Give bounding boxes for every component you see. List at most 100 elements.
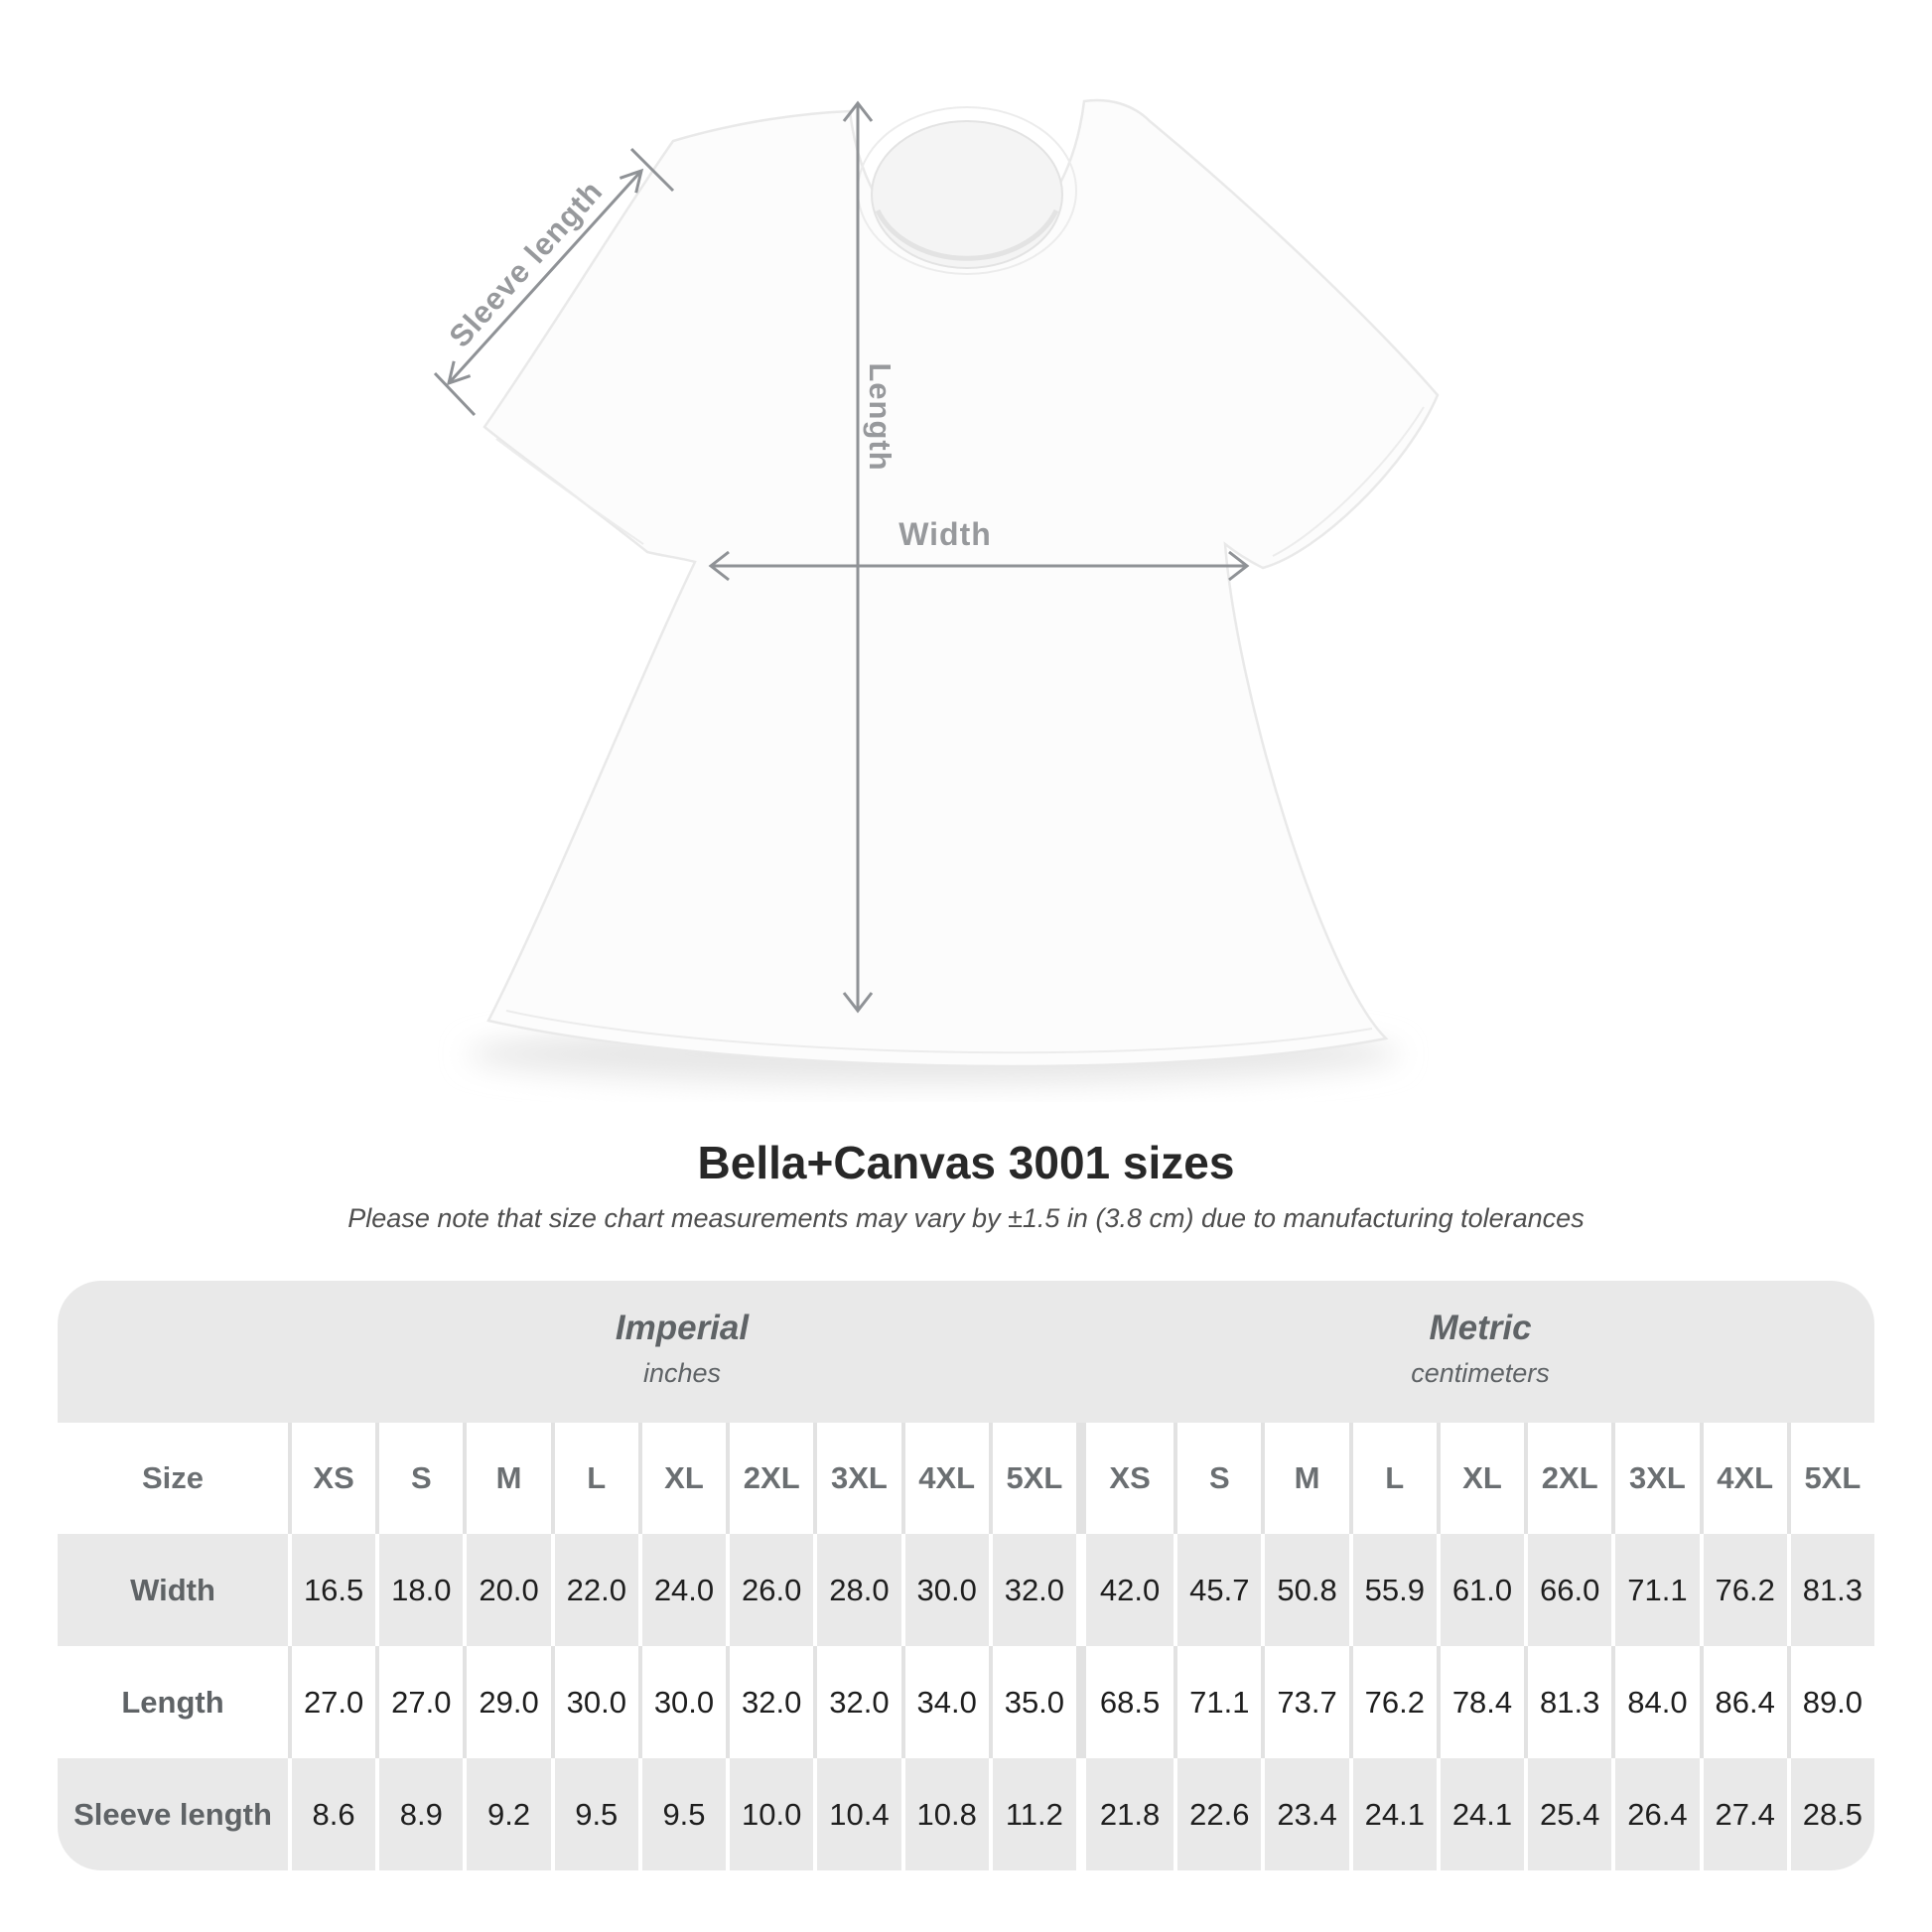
table-cell: 25.4 bbox=[1524, 1758, 1612, 1870]
shirt-measurement-diagram: Sleeve length Length Width bbox=[433, 98, 1440, 1084]
table-cell: 55.9 bbox=[1348, 1534, 1437, 1646]
table-cell: 28.0 bbox=[813, 1534, 901, 1646]
size-header: S bbox=[375, 1423, 464, 1534]
table-cell: 10.8 bbox=[900, 1758, 989, 1870]
table-cell: 18.0 bbox=[375, 1534, 464, 1646]
size-header: XL bbox=[637, 1423, 727, 1534]
table-cell: 30.0 bbox=[900, 1534, 989, 1646]
table-cell: 89.0 bbox=[1786, 1646, 1874, 1758]
length-label: Length bbox=[863, 362, 897, 472]
size-header: 5XL bbox=[988, 1423, 1076, 1534]
table-cell: 21.8 bbox=[1085, 1758, 1174, 1870]
table-cell: 24.1 bbox=[1436, 1758, 1525, 1870]
table-cell: 66.0 bbox=[1524, 1534, 1612, 1646]
size-header: XS bbox=[1085, 1423, 1174, 1534]
size-header: 3XL bbox=[1611, 1423, 1700, 1534]
table-cell: 61.0 bbox=[1436, 1534, 1525, 1646]
table-cell: 10.0 bbox=[726, 1758, 814, 1870]
table-cell: 86.4 bbox=[1699, 1646, 1787, 1758]
shirt-body bbox=[483, 98, 1440, 1068]
table-cell: 76.2 bbox=[1348, 1646, 1437, 1758]
size-header: M bbox=[1261, 1423, 1349, 1534]
table-cell: 28.5 bbox=[1786, 1758, 1874, 1870]
size-header: M bbox=[463, 1423, 551, 1534]
table-cell: 27.0 bbox=[375, 1646, 464, 1758]
shirt-seams bbox=[495, 406, 1425, 1054]
size-column-header: Size bbox=[58, 1423, 288, 1534]
table-cell: 22.6 bbox=[1173, 1758, 1262, 1870]
size-header: 2XL bbox=[1524, 1423, 1612, 1534]
size-header: 4XL bbox=[1699, 1423, 1787, 1534]
group-separator bbox=[1075, 1758, 1086, 1870]
table-row-width: Width 16.5 18.0 20.0 22.0 24.0 26.0 28.0… bbox=[58, 1534, 1874, 1646]
group-separator bbox=[1075, 1534, 1086, 1646]
t-shirt-illustration bbox=[433, 98, 1440, 1084]
metric-group-name: Metric bbox=[1429, 1309, 1532, 1347]
unit-group-band: Imperial inches Metric centimeters bbox=[58, 1281, 1874, 1423]
width-arrow bbox=[708, 550, 1250, 582]
table-cell: 81.3 bbox=[1786, 1534, 1874, 1646]
table-cell: 23.4 bbox=[1261, 1758, 1349, 1870]
table-cell: 32.0 bbox=[988, 1534, 1076, 1646]
imperial-group-unit: inches bbox=[642, 1358, 722, 1388]
table-cell: 32.0 bbox=[726, 1646, 814, 1758]
table-cell: 10.4 bbox=[813, 1758, 901, 1870]
table-cell: 42.0 bbox=[1085, 1534, 1174, 1646]
measurement-arrows bbox=[433, 100, 1250, 1014]
table-cell: 84.0 bbox=[1611, 1646, 1700, 1758]
table-row-length: Length 27.0 27.0 29.0 30.0 30.0 32.0 32.… bbox=[58, 1646, 1874, 1758]
size-header: 4XL bbox=[900, 1423, 989, 1534]
table-cell: 30.0 bbox=[550, 1646, 638, 1758]
size-header: 5XL bbox=[1786, 1423, 1874, 1534]
row-label: Width bbox=[58, 1534, 288, 1646]
group-separator bbox=[1075, 1423, 1086, 1534]
table-cell: 24.1 bbox=[1348, 1758, 1437, 1870]
size-table: Imperial inches Metric centimeters Size … bbox=[58, 1281, 1874, 1870]
table-cell: 78.4 bbox=[1436, 1646, 1525, 1758]
size-header-row: Size XS S M L XL 2XL 3XL 4XL 5XL XS S M … bbox=[58, 1423, 1874, 1534]
size-header: S bbox=[1173, 1423, 1262, 1534]
sleeve-length-arrow bbox=[433, 147, 675, 417]
shirt-collar-shadow bbox=[875, 208, 1059, 261]
size-header: L bbox=[550, 1423, 638, 1534]
table-cell: 27.0 bbox=[288, 1646, 376, 1758]
table-cell: 50.8 bbox=[1261, 1534, 1349, 1646]
table-cell: 8.9 bbox=[375, 1758, 464, 1870]
imperial-group-header: Imperial inches bbox=[288, 1281, 1076, 1423]
table-cell: 35.0 bbox=[988, 1646, 1076, 1758]
table-cell: 45.7 bbox=[1173, 1534, 1262, 1646]
size-header: XL bbox=[1436, 1423, 1525, 1534]
row-label: Length bbox=[58, 1646, 288, 1758]
imperial-group-name: Imperial bbox=[615, 1309, 750, 1347]
table-cell: 26.4 bbox=[1611, 1758, 1700, 1870]
size-header: XS bbox=[288, 1423, 376, 1534]
table-cell: 30.0 bbox=[637, 1646, 727, 1758]
table-cell: 27.4 bbox=[1699, 1758, 1787, 1870]
table-cell: 9.5 bbox=[637, 1758, 727, 1870]
table-cell: 20.0 bbox=[463, 1534, 551, 1646]
table-cell: 8.6 bbox=[288, 1758, 376, 1870]
table-cell: 9.2 bbox=[463, 1758, 551, 1870]
table-cell: 9.5 bbox=[550, 1758, 638, 1870]
size-header: 2XL bbox=[726, 1423, 814, 1534]
metric-group-header: Metric centimeters bbox=[1086, 1281, 1874, 1423]
page-title: Bella+Canvas 3001 sizes bbox=[697, 1137, 1235, 1188]
table-cell: 24.0 bbox=[637, 1534, 727, 1646]
row-label: Sleeve length bbox=[58, 1758, 288, 1870]
table-cell: 26.0 bbox=[726, 1534, 814, 1646]
table-row-sleeve-length: Sleeve length 8.6 8.9 9.2 9.5 9.5 10.0 1… bbox=[58, 1758, 1874, 1870]
table-cell: 71.1 bbox=[1173, 1646, 1262, 1758]
table-cell: 73.7 bbox=[1261, 1646, 1349, 1758]
table-cell: 29.0 bbox=[463, 1646, 551, 1758]
length-arrow bbox=[842, 100, 874, 1014]
table-cell: 22.0 bbox=[550, 1534, 638, 1646]
width-label: Width bbox=[898, 516, 992, 552]
shirt-collar-opening bbox=[871, 120, 1063, 269]
table-cell: 11.2 bbox=[988, 1758, 1076, 1870]
table-cell: 32.0 bbox=[813, 1646, 901, 1758]
table-cell: 68.5 bbox=[1085, 1646, 1174, 1758]
table-cell: 16.5 bbox=[288, 1534, 376, 1646]
size-header: L bbox=[1348, 1423, 1437, 1534]
metric-group-unit: centimeters bbox=[1411, 1358, 1550, 1388]
table-cell: 81.3 bbox=[1524, 1646, 1612, 1758]
